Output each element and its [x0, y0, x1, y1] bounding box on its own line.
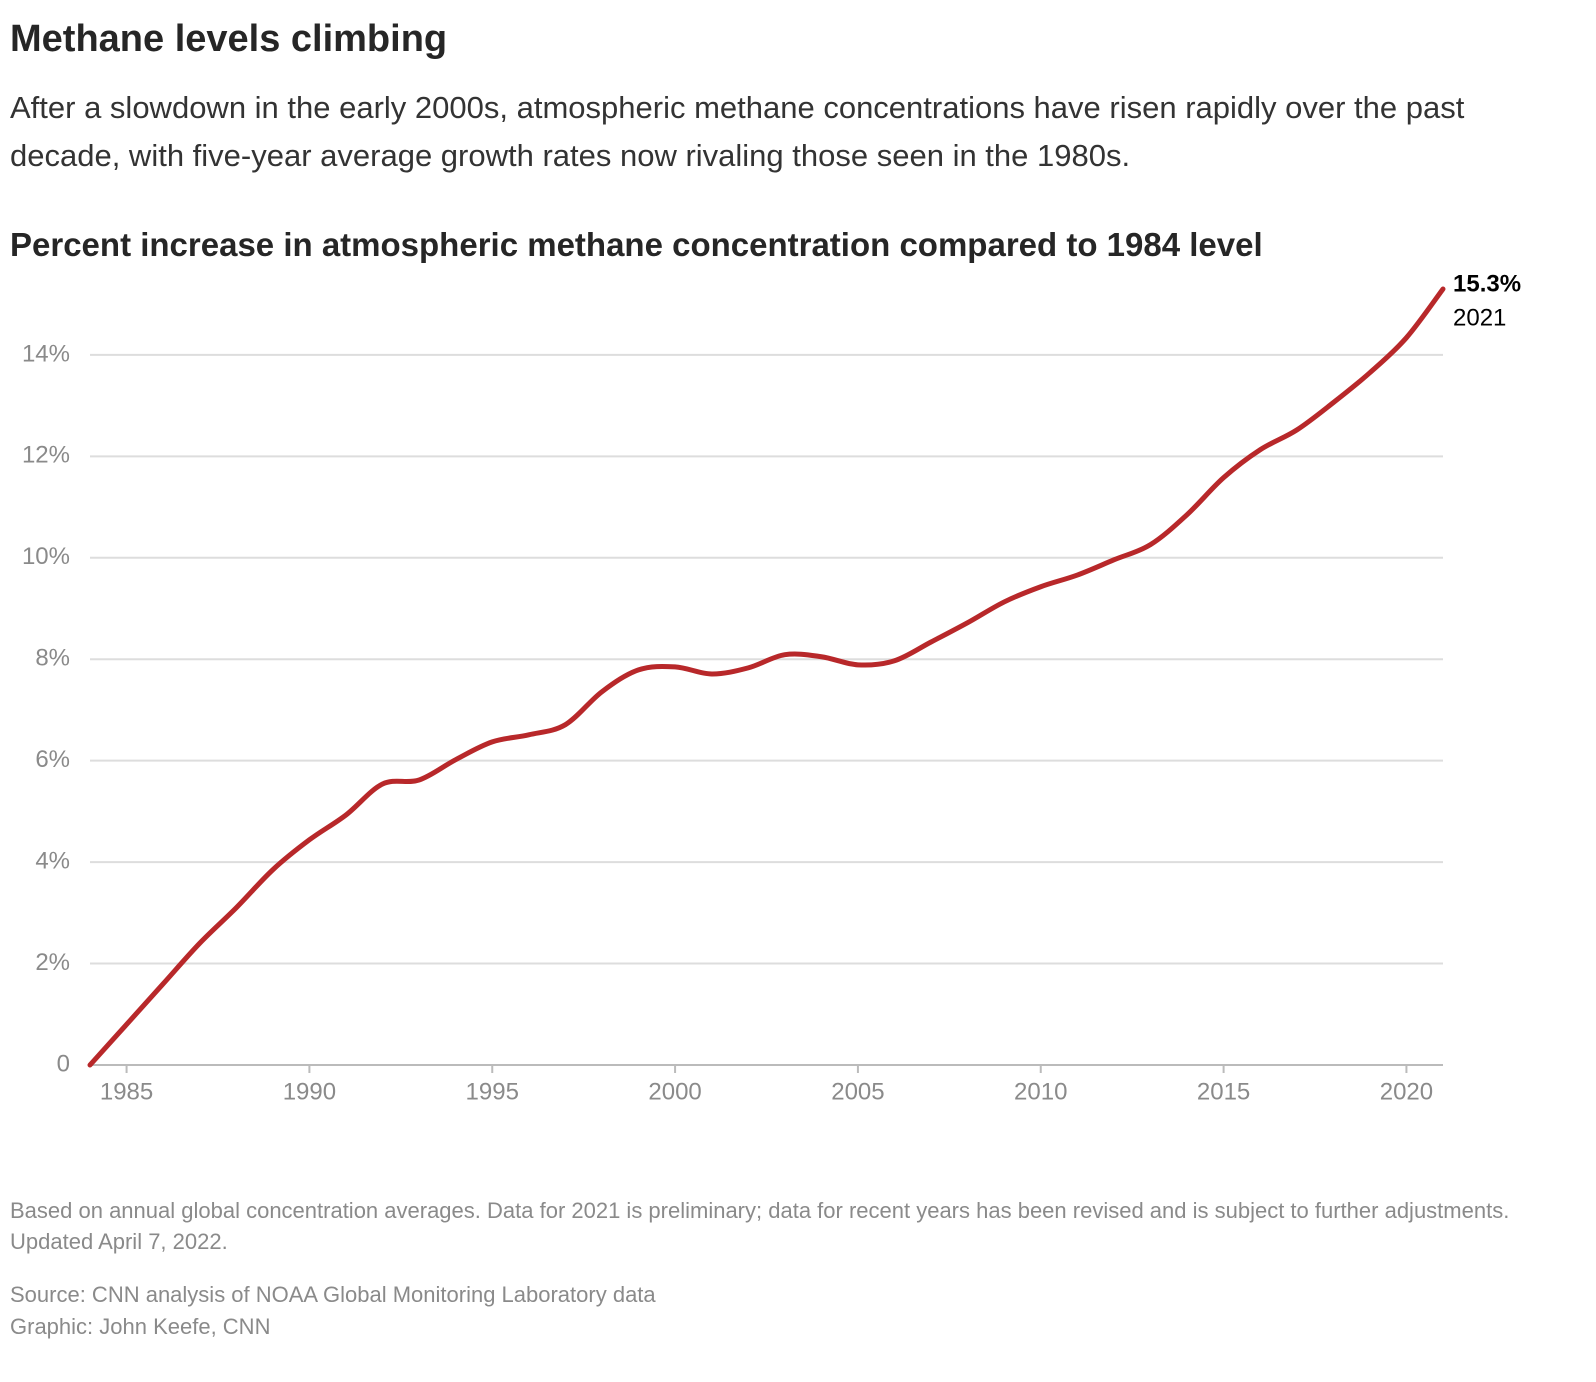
y-tick-label: 8% [35, 645, 70, 672]
source: Source: CNN analysis of NOAA Global Moni… [10, 1282, 656, 1307]
x-tick-label: 2010 [1014, 1078, 1067, 1105]
credit: Graphic: John Keefe, CNN [10, 1314, 271, 1339]
y-tick-label: 14% [22, 340, 70, 367]
x-tick-label: 2005 [831, 1078, 884, 1105]
y-tick-label: 12% [22, 442, 70, 469]
note: Based on annual global concentration ave… [10, 1198, 1510, 1254]
x-tick-label: 2020 [1380, 1078, 1433, 1105]
value-label-year: 2021 [1453, 304, 1506, 331]
x-tick-label: 1985 [100, 1078, 153, 1105]
x-tick-label: 1990 [283, 1078, 336, 1105]
y-tick-label: 6% [35, 746, 70, 773]
line [87, 286, 1446, 1068]
x-tick-label: 1995 [466, 1078, 519, 1105]
y-tick-label: 0 [57, 1050, 70, 1077]
y-tick-label: 10% [22, 543, 70, 570]
subtitle: After a slowdown in the early 2000s, atm… [10, 90, 1465, 173]
x-tick-label: 2015 [1197, 1078, 1250, 1105]
y-tick-label: 2% [35, 949, 70, 976]
y-tick-label: 4% [35, 847, 70, 874]
chart-title: Percent increase in atmospheric methane … [10, 226, 1263, 263]
x-tick-label: 2000 [648, 1078, 701, 1105]
title: Methane levels climbing [10, 18, 448, 60]
value-label: 15.3% [1453, 270, 1521, 297]
